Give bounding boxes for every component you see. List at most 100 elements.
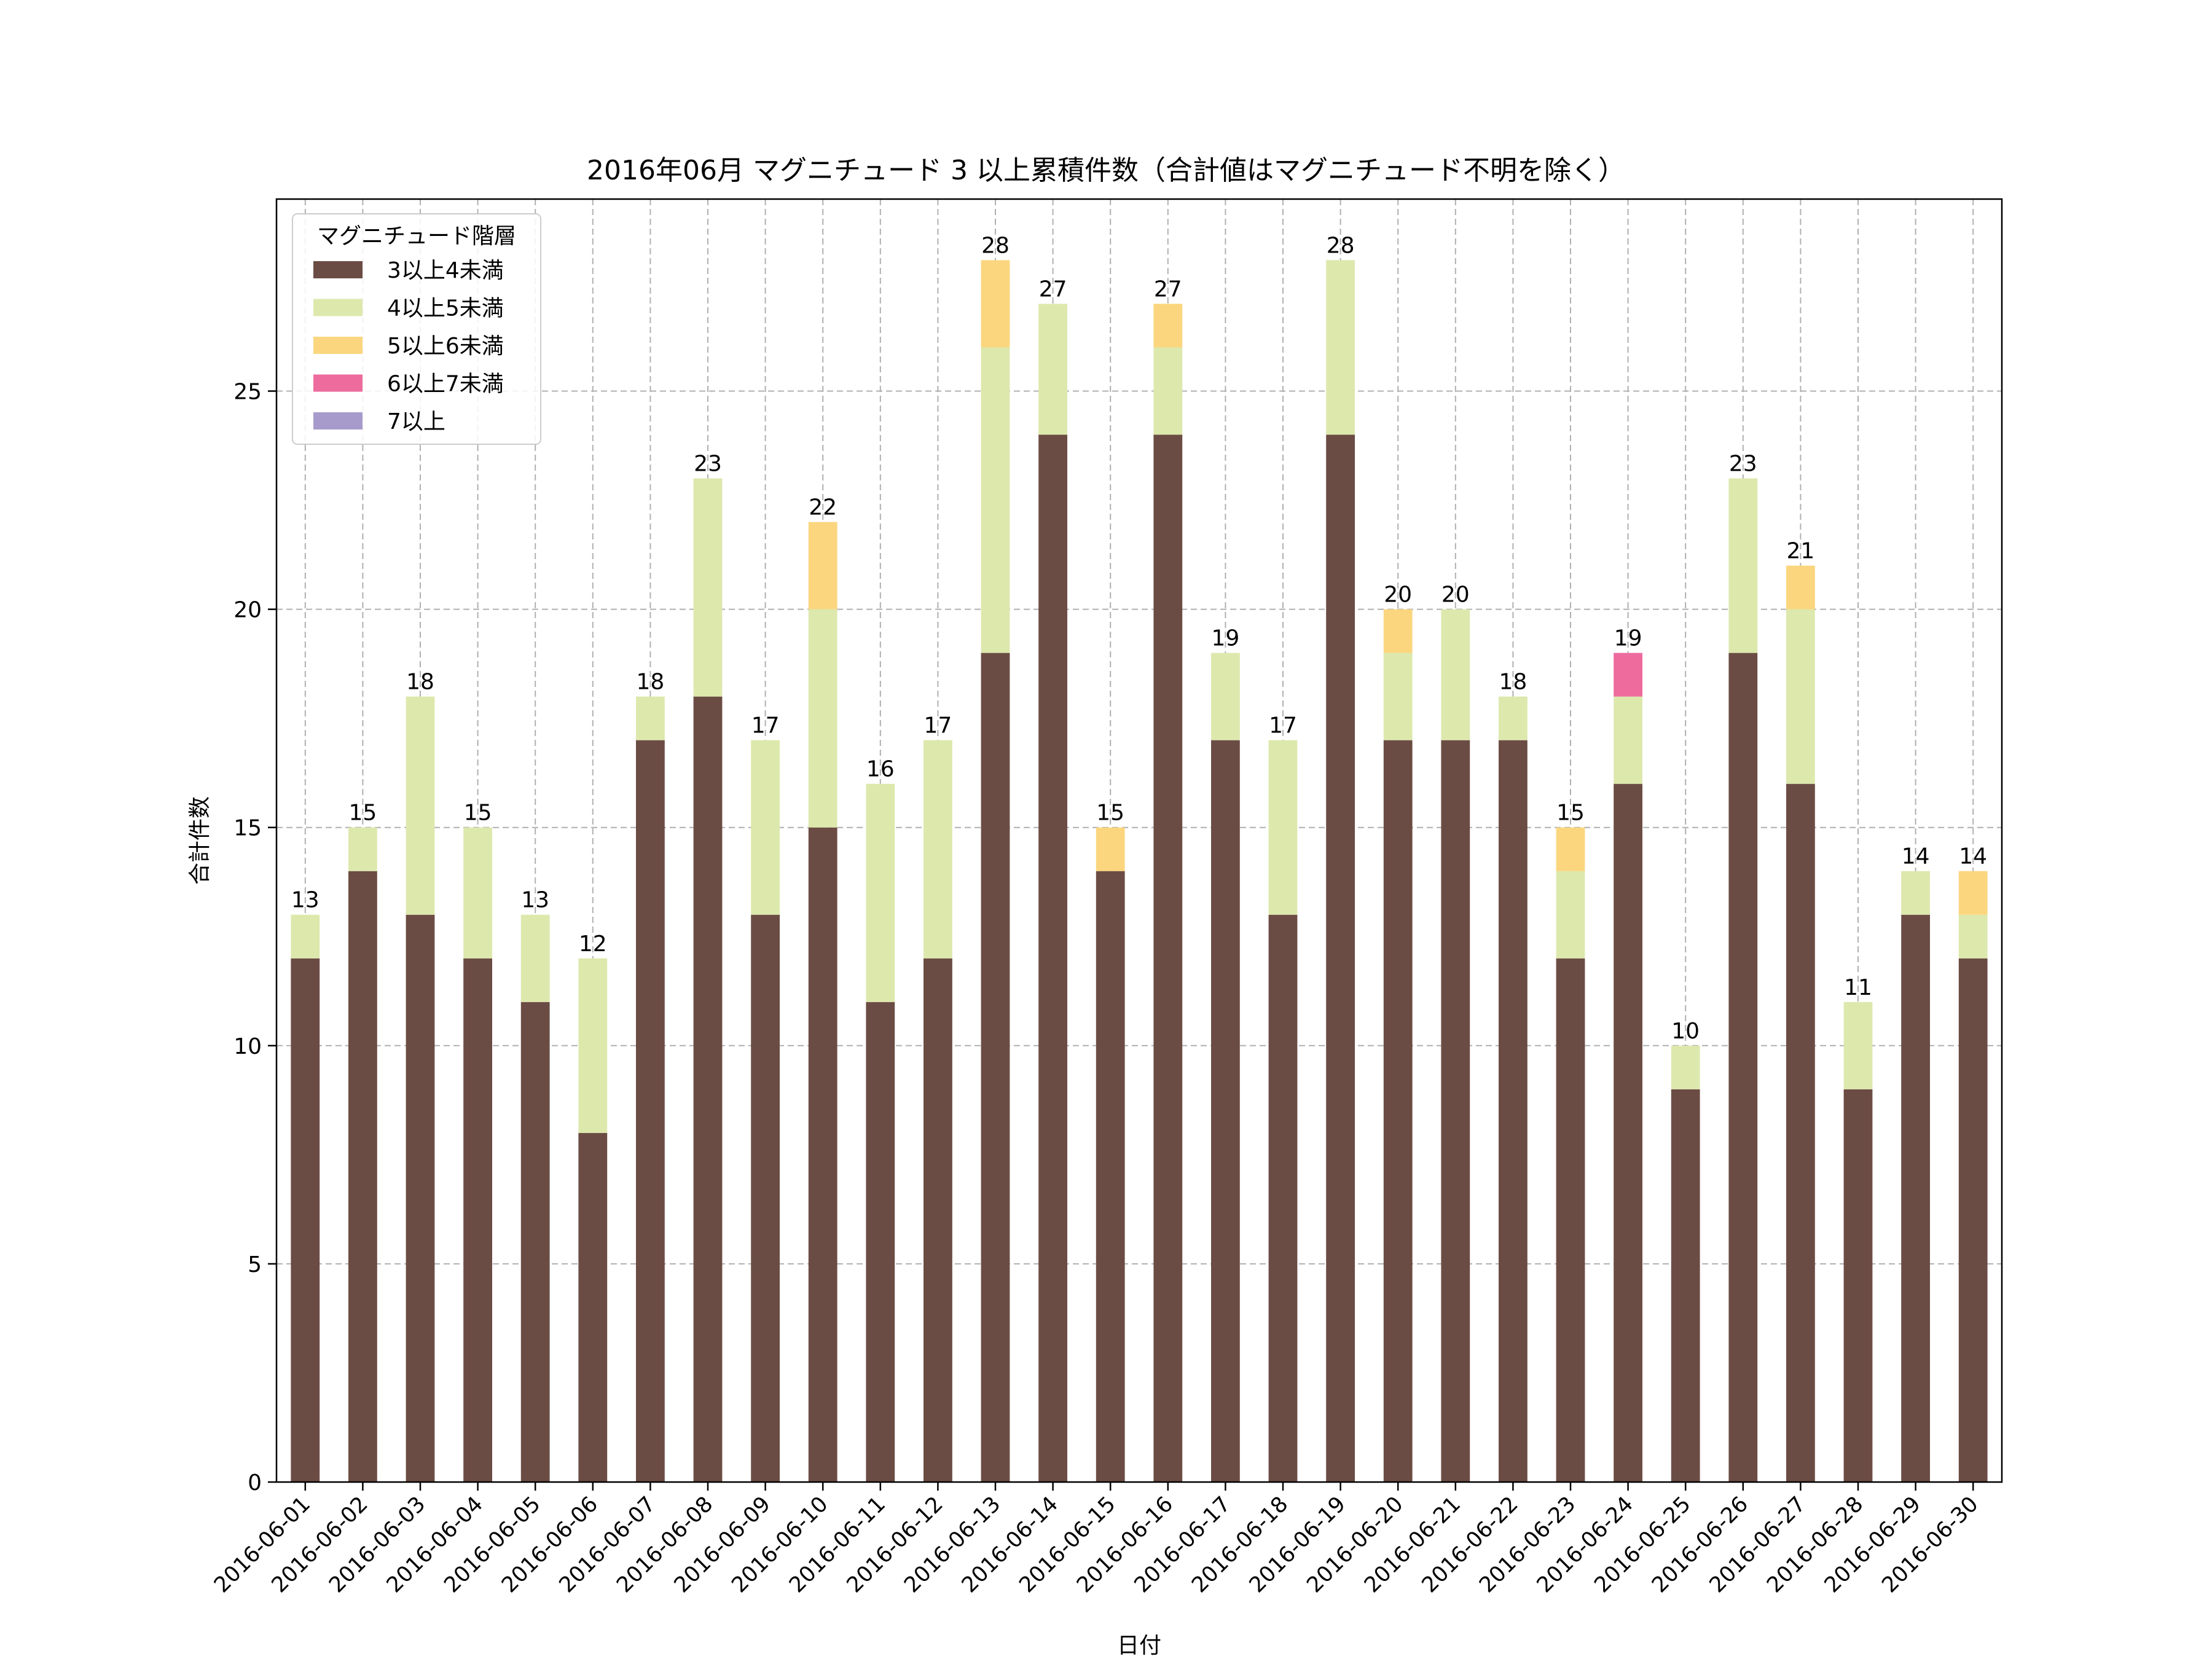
bar-segment-1 (463, 958, 492, 1482)
total-label: 12 (579, 931, 607, 957)
bar-segment-1 (520, 1002, 550, 1482)
total-label: 18 (636, 670, 664, 695)
bar-segment-3 (1786, 565, 1815, 610)
bar-segment-2 (1499, 696, 1528, 740)
bar-segment-2 (348, 827, 377, 871)
bar-segment-1 (924, 958, 952, 1482)
bar-segment-3 (1958, 871, 1988, 915)
total-label: 15 (1096, 801, 1124, 826)
total-label: 19 (1614, 626, 1642, 651)
y-tick-label: 10 (233, 1034, 262, 1059)
bar-segment-2 (751, 740, 780, 915)
bar-segment-1 (981, 653, 1010, 1482)
legend-swatch (313, 374, 363, 392)
total-label: 13 (291, 888, 320, 913)
legend-swatch (313, 261, 363, 278)
bar-segment-2 (981, 347, 1010, 653)
bar-segment-3 (1153, 304, 1183, 348)
total-label: 16 (866, 757, 895, 782)
bar-segment-2 (808, 609, 837, 828)
total-label: 15 (1556, 801, 1585, 826)
total-label: 18 (1499, 670, 1527, 695)
bar-segment-2 (291, 914, 320, 959)
bar-segment-1 (578, 1132, 608, 1482)
bar-segment-1 (1728, 653, 1758, 1482)
bar-segment-1 (1383, 740, 1413, 1482)
bar-segment-2 (1211, 653, 1240, 740)
bar-segment-1 (1211, 740, 1240, 1482)
bar-segment-1 (1843, 1089, 1873, 1482)
total-label: 14 (1959, 844, 1987, 869)
bar-segment-2 (1268, 740, 1298, 915)
legend-swatch (313, 412, 363, 429)
bar-segment-1 (291, 958, 320, 1482)
y-tick-label: 0 (248, 1470, 262, 1496)
total-label: 14 (1902, 844, 1930, 869)
bars (291, 260, 1988, 1482)
legend: マグニチュード階層 3以上4未満 4以上5未満 5以上6未満 6以上7未満 7以上 (292, 213, 541, 445)
total-label: 11 (1844, 975, 1872, 1000)
bar-segment-3 (1096, 827, 1125, 871)
bar-segment-1 (1901, 914, 1930, 1482)
bar-segment-1 (1153, 434, 1183, 1482)
legend-label: 6以上7未満 (387, 372, 504, 397)
total-label: 17 (924, 713, 952, 739)
bar-segment-2 (1614, 696, 1642, 784)
bar-segment-1 (1786, 783, 1815, 1482)
y-tick-label: 5 (248, 1252, 262, 1277)
bar-segment-2 (1153, 347, 1183, 435)
plot-frame (275, 198, 2003, 1483)
total-label: 17 (751, 713, 780, 739)
bar-segment-2 (1441, 609, 1470, 740)
bar-segment-1 (1671, 1089, 1700, 1482)
bar-segment-2 (1728, 478, 1758, 653)
bar-segment-4 (1614, 653, 1642, 697)
bar-segment-2 (463, 827, 492, 959)
bar-segment-2 (520, 914, 550, 1002)
total-label: 10 (1671, 1019, 1700, 1044)
y-tick-label: 20 (233, 598, 262, 623)
legend-label: 7以上 (387, 409, 445, 434)
total-label: 27 (1154, 276, 1182, 302)
total-label: 17 (1269, 713, 1297, 739)
bar-segment-3 (1383, 609, 1413, 653)
x-axis: 2016-06-012016-06-022016-06-032016-06-04… (210, 1482, 1983, 1598)
total-label: 19 (1211, 626, 1239, 651)
total-label: 28 (981, 233, 1010, 258)
total-label: 22 (809, 495, 837, 520)
bar-segment-1 (1556, 958, 1585, 1482)
bar-segment-2 (866, 783, 895, 1002)
bar-segment-1 (751, 914, 780, 1482)
total-label: 28 (1327, 233, 1355, 258)
bar-segment-2 (1901, 871, 1930, 915)
legend-swatch (313, 299, 363, 316)
bar-segment-2 (1786, 609, 1815, 784)
legend-swatch (313, 337, 363, 354)
bar-segment-1 (348, 871, 377, 1482)
y-axis: 0 5 10 15 20 25 (233, 379, 276, 1496)
total-label: 23 (1729, 452, 1757, 477)
y-tick-label: 25 (233, 379, 262, 404)
bar-segment-2 (1556, 871, 1585, 959)
legend-label: 4以上5未満 (387, 296, 504, 321)
bar-segment-1 (1268, 914, 1298, 1482)
bar-segment-2 (578, 958, 608, 1133)
x-axis-label: 日付 (1117, 1633, 1161, 1658)
legend-label: 5以上6未満 (387, 334, 504, 359)
total-label: 21 (1786, 539, 1814, 564)
bar-segment-2 (924, 740, 952, 959)
total-label: 23 (694, 452, 722, 477)
bar-segment-1 (1499, 740, 1528, 1482)
legend-label: 3以上4未満 (387, 258, 504, 283)
bar-segment-1 (808, 827, 837, 1482)
bar-segment-1 (1096, 871, 1125, 1482)
total-label: 15 (464, 801, 492, 826)
y-tick-label: 15 (233, 816, 262, 841)
bar-segment-1 (866, 1002, 895, 1482)
bar-segment-1 (1958, 958, 1988, 1482)
bar-segment-1 (1441, 740, 1470, 1482)
bar-segment-3 (808, 522, 837, 610)
bar-segment-2 (406, 696, 435, 915)
y-axis-label: 合計件数 (187, 796, 213, 885)
